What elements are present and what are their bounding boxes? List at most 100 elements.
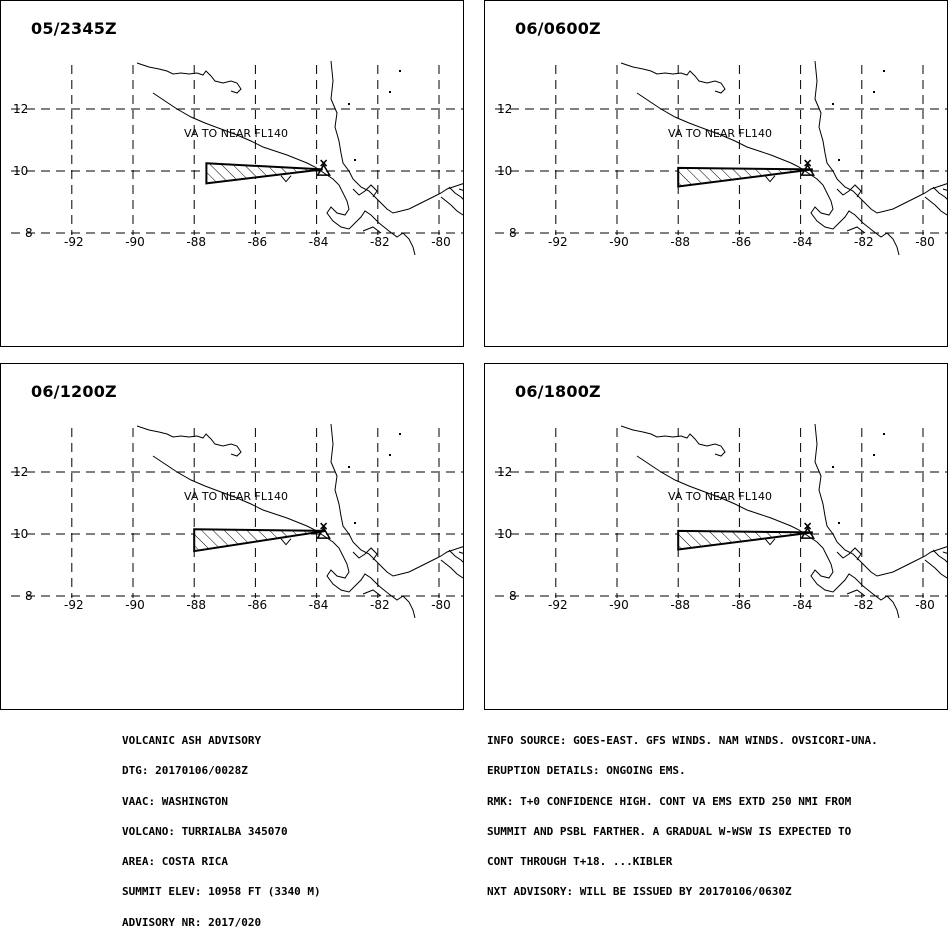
latitude-tick-label: 10 <box>13 164 28 178</box>
island-mark <box>838 522 840 524</box>
coastline <box>620 62 726 94</box>
coastline <box>152 455 416 619</box>
longitude-tick-label: -86 <box>732 598 752 612</box>
advisory-line: ADVISORY NR: 2017/020 <box>122 915 262 929</box>
longitude-tick-label: -80 <box>431 235 451 249</box>
island-mark <box>354 522 356 524</box>
wind-marker <box>764 538 776 546</box>
wind-marker <box>764 175 776 183</box>
latitude-tick-label: 8 <box>25 226 33 240</box>
coastline <box>152 92 416 256</box>
island-mark <box>348 103 350 105</box>
longitude-tick-label: -88 <box>670 235 690 249</box>
coastline <box>458 551 463 554</box>
eruption-icon <box>320 522 328 530</box>
longitude-tick-label: -80 <box>915 598 935 612</box>
island-mark <box>389 91 391 93</box>
ash-cloud-polygon <box>677 166 813 188</box>
longitude-tick-label: -88 <box>670 598 690 612</box>
flight-level-label: VA TO NEAR FL140 <box>668 127 772 140</box>
coastline <box>932 549 947 563</box>
latitude-tick-label: 8 <box>509 589 517 603</box>
forecast-panel: 06/1800Z VA TO NEAR FL140 -92 -90 -88 -86 -84 -… <box>484 363 948 710</box>
latitude-tick-label: 10 <box>497 527 512 541</box>
longitude-tick-label: -88 <box>186 598 206 612</box>
longitude-tick-label: -80 <box>431 598 451 612</box>
ash-cloud-polygon <box>205 162 323 185</box>
coastline <box>448 549 463 563</box>
island-mark <box>832 466 834 468</box>
forecast-time-title: 06/1800Z <box>515 382 601 401</box>
coastline <box>846 226 866 234</box>
longitude-tick-label: -86 <box>732 235 752 249</box>
advisory-line: SUMMIT ELEV: 10958 FT (3340 M) <box>122 885 321 899</box>
advisory-line: ERUPTION DETAILS: ONGOING EMS. <box>487 764 686 778</box>
ash-map: VA TO NEAR FL140 -92 -90 -88 -86 -84 -82 -80 12 1… <box>495 423 947 619</box>
longitude-tick-label: -82 <box>854 235 874 249</box>
coastline <box>440 559 463 579</box>
ash-map: VA TO NEAR FL140 -92 -90 -88 -86 -84 -82 -80 12 1… <box>495 60 947 256</box>
longitude-tick-label: -86 <box>248 235 268 249</box>
coastline <box>330 423 463 577</box>
flight-level-label: VA TO NEAR FL140 <box>668 490 772 503</box>
longitude-tick-label: -90 <box>125 598 145 612</box>
coastline <box>636 92 900 256</box>
wind-marker <box>280 538 292 546</box>
forecast-panel: 06/0600Z VA TO NEAR FL140 -92 -90 -88 -86 -84 -… <box>484 0 948 347</box>
longitude-tick-label: -82 <box>854 598 874 612</box>
eruption-icon <box>320 159 328 167</box>
coastline <box>352 547 378 561</box>
longitude-tick-label: -92 <box>548 235 568 249</box>
coastline <box>924 559 947 579</box>
advisory-line: VOLCANIC ASH ADVISORY <box>122 734 262 747</box>
coastline <box>836 547 862 561</box>
ash-map: VA TO NEAR FL140 -92 -90 -88 -86 -84 -82 -80 12 1… <box>11 423 463 619</box>
longitude-tick-label: -84 <box>793 598 813 612</box>
latitude-tick-label: 12 <box>497 465 512 479</box>
forecast-time-title: 06/0600Z <box>515 19 601 38</box>
flight-level-label: VA TO NEAR FL140 <box>184 127 288 140</box>
volcano-icon <box>800 163 815 176</box>
advisory-line: INFO SOURCE: GOES-EAST. GFS WINDS. NAM W… <box>487 734 878 747</box>
coastline <box>814 60 947 214</box>
ash-cloud-polygon <box>677 529 813 551</box>
longitude-tick-label: -82 <box>370 598 390 612</box>
advisory-left-block: VOLCANIC ASH ADVISORY DTG: 20170106/0028… <box>122 716 321 938</box>
coastline <box>448 186 463 200</box>
island-mark <box>832 103 834 105</box>
latitude-tick-label: 8 <box>509 226 517 240</box>
coastline <box>942 188 947 191</box>
advisory-line: NXT ADVISORY: WILL BE ISSUED BY 20170106… <box>487 885 792 899</box>
advisory-line: RMK: T+0 CONFIDENCE HIGH. CONT VA EMS EX… <box>487 794 852 808</box>
longitude-tick-label: -90 <box>125 235 145 249</box>
ash-map: VA TO NEAR FL140 -92 -90 -88 -86 -84 -82 -80 12 1… <box>11 60 463 256</box>
wind-marker <box>280 175 292 183</box>
longitude-tick-label: -92 <box>64 235 84 249</box>
coastline <box>458 188 463 191</box>
advisory-line: SUMMIT AND PSBL FARTHER. A GRADUAL W-WSW… <box>487 824 852 838</box>
advisory-line: CONT THROUGH T+18. ...KIBLER <box>487 855 673 869</box>
island-mark <box>883 70 885 72</box>
advisory-line: DTG: 20170106/0028Z <box>122 764 248 778</box>
longitude-tick-label: -92 <box>64 598 84 612</box>
longitude-tick-label: -88 <box>186 235 206 249</box>
longitude-tick-label: -80 <box>915 235 935 249</box>
coastline <box>846 589 866 597</box>
advisory-line: VAAC: WASHINGTON <box>122 794 228 808</box>
coastline <box>924 196 947 216</box>
forecast-time-title: 05/2345Z <box>31 19 117 38</box>
longitude-tick-label: -84 <box>309 598 329 612</box>
island-mark <box>348 466 350 468</box>
longitude-tick-label: -86 <box>248 598 268 612</box>
latitude-tick-label: 12 <box>497 102 512 116</box>
eruption-icon <box>804 159 812 167</box>
latitude-tick-label: 10 <box>497 164 512 178</box>
longitude-tick-label: -84 <box>309 235 329 249</box>
coastline <box>836 184 862 198</box>
forecast-panel: 05/2345Z VA TO NEAR FL140 -92 -90 -88 -86 -84 -… <box>0 0 464 347</box>
latitude-tick-label: 8 <box>25 589 33 603</box>
longitude-tick-label: -90 <box>609 598 629 612</box>
volcano-icon <box>800 526 815 539</box>
latitude-tick-label: 12 <box>13 102 28 116</box>
longitude-tick-label: -84 <box>793 235 813 249</box>
